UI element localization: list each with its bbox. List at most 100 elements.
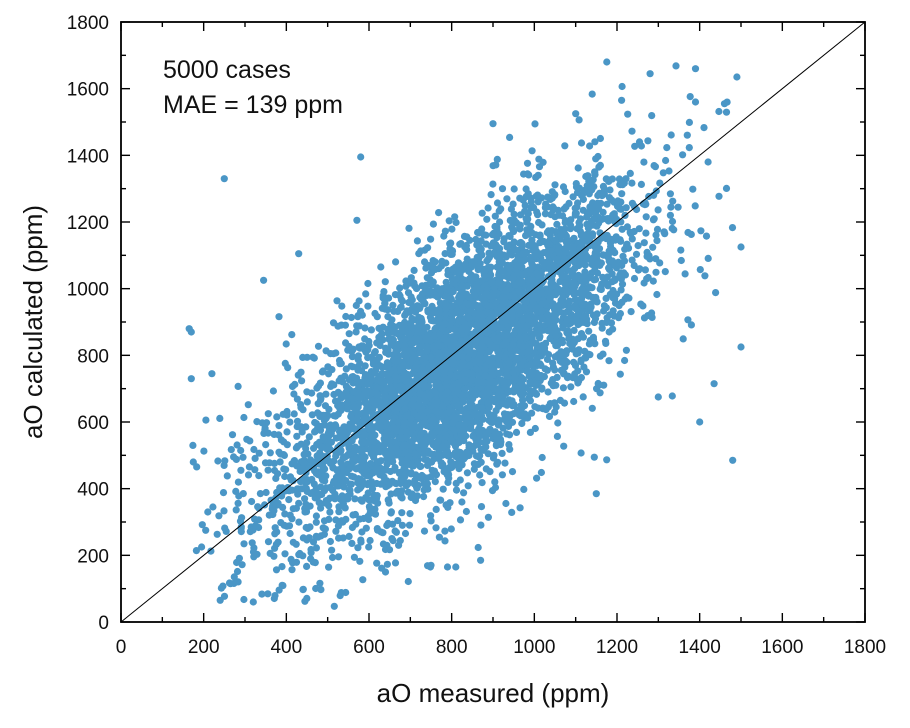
data-point [516, 194, 524, 202]
data-point [553, 327, 561, 335]
data-point [363, 380, 371, 388]
data-point [527, 194, 535, 202]
data-point [298, 428, 306, 436]
data-point [491, 428, 499, 436]
data-point [401, 405, 409, 413]
data-point [737, 343, 745, 351]
data-point [426, 423, 434, 431]
data-point [412, 363, 420, 371]
data-point [402, 351, 410, 359]
data-point [487, 271, 495, 279]
data-point [729, 456, 737, 464]
data-point [572, 110, 580, 118]
data-point [457, 294, 465, 302]
data-point [442, 259, 450, 267]
data-point [303, 536, 311, 544]
data-point [282, 340, 290, 348]
data-point [579, 333, 588, 341]
data-point [605, 328, 613, 336]
data-point [501, 459, 509, 467]
data-point [670, 226, 678, 234]
data-point [412, 423, 420, 431]
data-point [286, 418, 294, 426]
data-point [642, 213, 650, 221]
data-point [260, 276, 268, 284]
data-point [439, 402, 447, 410]
data-point [389, 301, 397, 309]
data-point [494, 386, 502, 394]
data-point [334, 553, 343, 561]
data-point [522, 334, 530, 342]
data-point [567, 267, 575, 275]
data-point [544, 388, 552, 396]
data-point [279, 410, 287, 418]
data-point [254, 503, 262, 511]
data-point [271, 530, 279, 538]
data-point [477, 503, 486, 511]
data-point [611, 276, 619, 285]
data-point [332, 349, 340, 357]
data-point [622, 204, 630, 212]
data-point [494, 393, 502, 401]
data-point [476, 351, 484, 359]
data-point [663, 144, 671, 152]
data-point [505, 420, 513, 428]
data-point [425, 287, 433, 295]
data-point [377, 331, 385, 339]
data-point [220, 461, 228, 469]
data-point [332, 434, 340, 442]
data-point [589, 336, 598, 344]
data-point [324, 496, 332, 504]
data-point [405, 521, 414, 529]
data-point [314, 492, 322, 500]
data-point [321, 477, 329, 485]
data-point [715, 192, 723, 200]
data-point [431, 309, 439, 317]
data-point [572, 317, 580, 325]
data-point [416, 343, 424, 351]
data-point [192, 547, 200, 555]
data-point [567, 383, 575, 391]
data-point [401, 529, 410, 538]
data-point [406, 509, 414, 518]
data-point [240, 413, 248, 422]
data-point [482, 290, 490, 298]
data-point [484, 302, 492, 310]
data-point [311, 418, 319, 427]
data-point [674, 203, 682, 211]
data-point [460, 489, 468, 497]
data-point [385, 496, 393, 505]
data-point [312, 532, 320, 541]
data-point [534, 171, 542, 179]
data-point [408, 490, 416, 498]
data-point [350, 553, 358, 561]
data-point [555, 249, 564, 257]
data-point [291, 380, 299, 388]
data-point [420, 493, 428, 501]
data-point [536, 327, 544, 335]
data-point [251, 466, 259, 474]
data-point [535, 155, 543, 163]
data-point [312, 518, 320, 526]
data-point [544, 288, 553, 296]
data-point [327, 350, 335, 358]
data-point [355, 390, 363, 398]
data-point [488, 413, 496, 421]
data-point [553, 432, 562, 440]
data-point [373, 313, 381, 321]
data-point [295, 518, 303, 526]
data-point [432, 407, 440, 415]
data-point [425, 391, 433, 400]
data-point [354, 544, 362, 552]
data-point [266, 449, 274, 457]
data-point [325, 405, 333, 413]
data-point [341, 321, 349, 329]
data-point [364, 279, 372, 288]
data-point [603, 456, 611, 464]
data-point [524, 170, 532, 178]
data-point [445, 217, 453, 225]
data-point [416, 348, 424, 357]
data-point [219, 489, 228, 497]
data-point [276, 458, 284, 466]
